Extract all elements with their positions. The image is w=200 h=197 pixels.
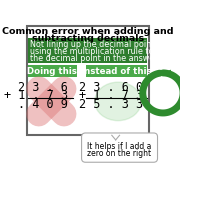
Ellipse shape: [95, 82, 141, 121]
FancyBboxPatch shape: [28, 65, 77, 77]
Text: the decimal point in the answer): the decimal point in the answer): [30, 54, 161, 63]
FancyBboxPatch shape: [27, 26, 149, 135]
Text: . 4 0 9: . 4 0 9: [18, 98, 68, 111]
Text: using the multiplication rule to place: using the multiplication rule to place: [30, 47, 178, 56]
FancyBboxPatch shape: [28, 37, 147, 63]
Text: 2 5 . 3 3: 2 5 . 3 3: [79, 98, 143, 111]
FancyBboxPatch shape: [82, 133, 158, 162]
Polygon shape: [112, 135, 120, 140]
Text: + 1 . 7 3: + 1 . 7 3: [4, 89, 68, 102]
Text: zero on the right: zero on the right: [87, 149, 152, 157]
FancyBboxPatch shape: [86, 65, 147, 77]
Text: It helps if I add a: It helps if I add a: [87, 142, 152, 151]
Text: + 1 . 7 3: + 1 . 7 3: [79, 89, 143, 102]
Text: Instead of this: Instead of this: [81, 67, 152, 76]
Text: Common error when adding and: Common error when adding and: [2, 28, 174, 36]
Text: subtracting decimals: subtracting decimals: [32, 34, 144, 43]
Text: 2 3 . 6: 2 3 . 6: [18, 81, 68, 94]
Text: Doing this: Doing this: [27, 67, 77, 76]
Text: Not lining up the decimal points (and: Not lining up the decimal points (and: [30, 40, 179, 49]
Text: 2 3 . 6 0: 2 3 . 6 0: [79, 81, 143, 94]
